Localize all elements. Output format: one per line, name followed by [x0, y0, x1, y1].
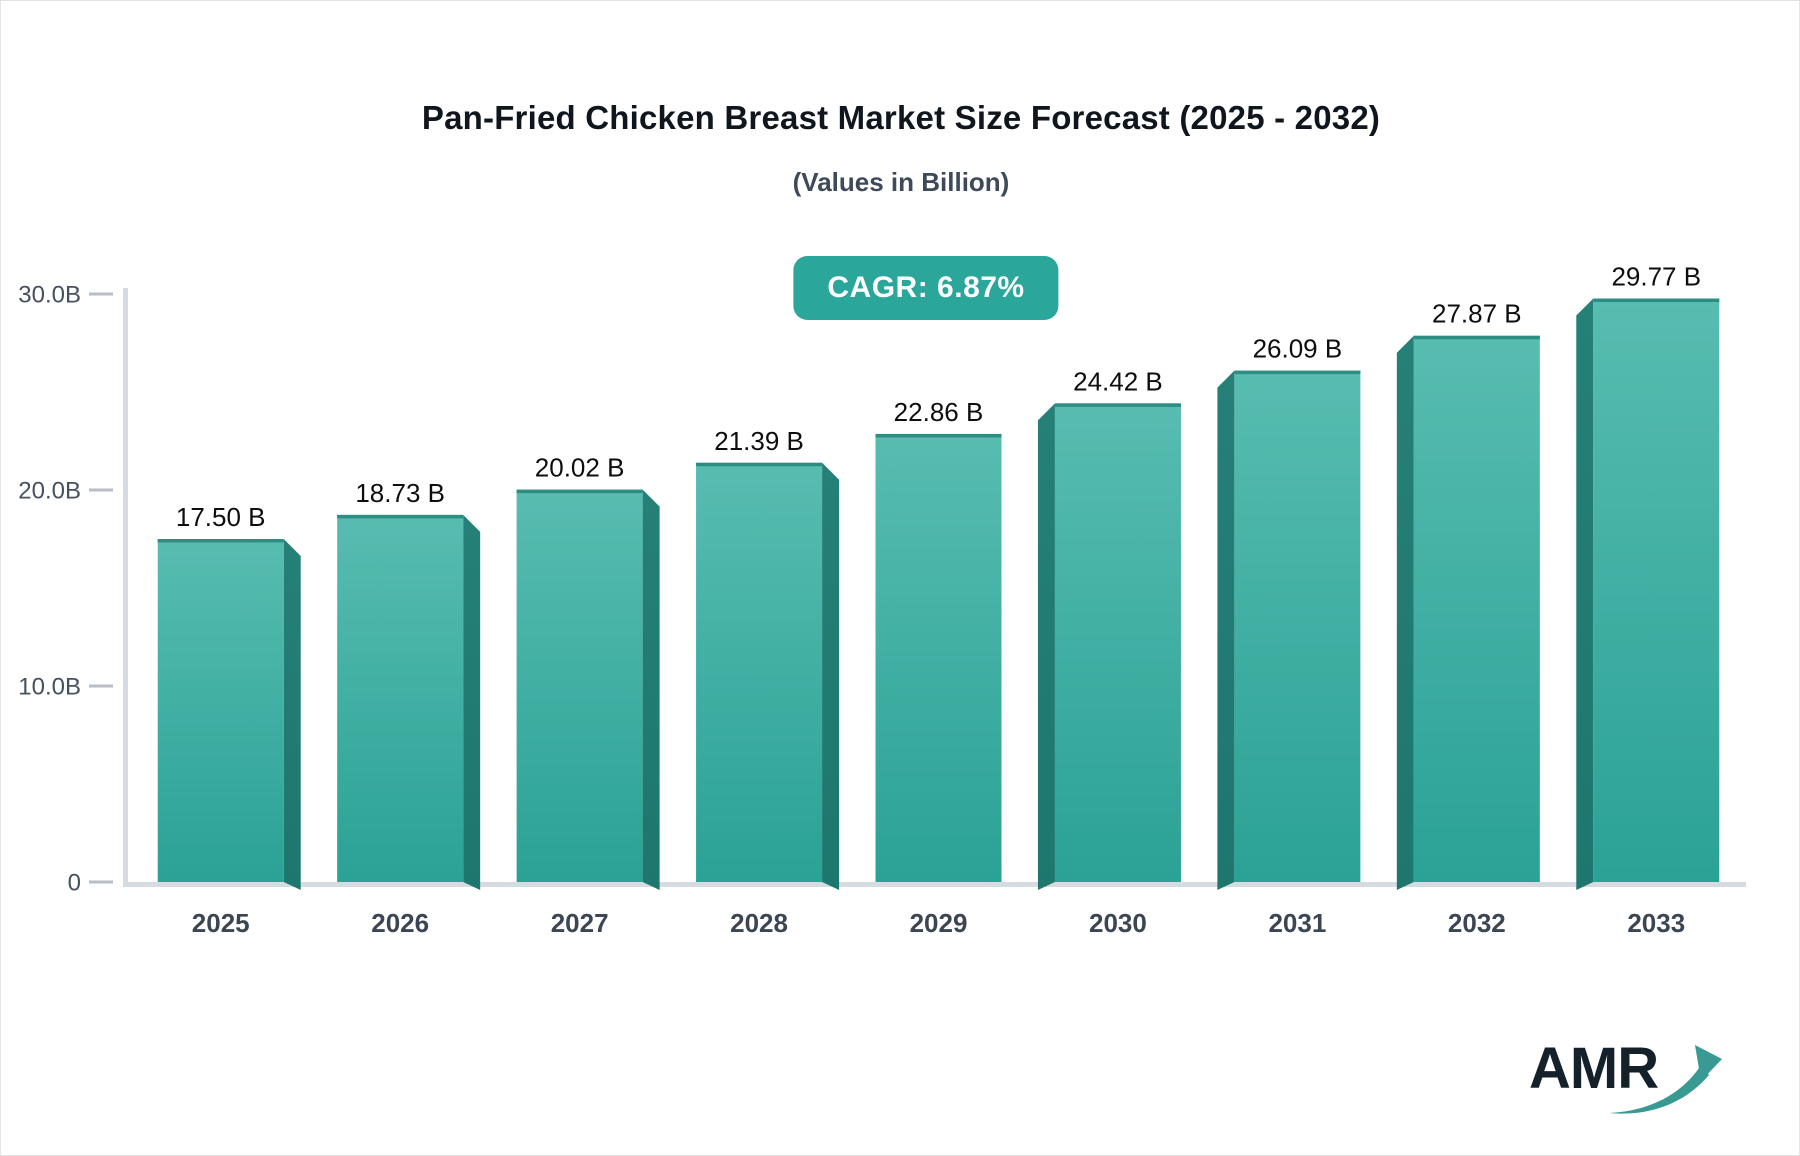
x-axis-label: 2025: [192, 908, 250, 938]
bar-2031: [1234, 370, 1361, 882]
bar-2029: [875, 433, 1002, 882]
y-axis-line: [123, 288, 128, 887]
bar-top-edge-2028: [696, 462, 823, 467]
bar-top-edge-2029: [875, 433, 1002, 438]
y-axis-tick: [89, 488, 113, 492]
x-axis-label: 2030: [1089, 908, 1147, 938]
y-axis-tick: [89, 880, 113, 884]
bar-side-2026: [463, 514, 481, 890]
bar-top-edge-2030: [1054, 403, 1181, 407]
x-axis-label: 2032: [1448, 908, 1506, 938]
y-axis-tick: [89, 684, 113, 688]
bar-top-edge-2026: [337, 514, 464, 519]
bar-side-2028: [822, 462, 840, 890]
cagr-badge: CAGR: 6.87%: [793, 256, 1059, 320]
bar-value-label: 20.02 B: [535, 453, 625, 483]
chart-subtitle: (Values in Billion): [792, 167, 1010, 197]
bar-2028: [696, 462, 823, 882]
x-axis-label: 2026: [371, 908, 429, 938]
bar-side-2033: [1576, 298, 1594, 890]
bar-2026: [337, 514, 464, 882]
bar-value-label: 29.77 B: [1611, 262, 1701, 292]
bar-2027: [516, 489, 643, 882]
bar-value-label: 27.87 B: [1432, 299, 1522, 329]
bar-side-2030: [1037, 403, 1055, 890]
x-axis-label: 2027: [551, 908, 609, 938]
bar-value-label: 24.42 B: [1073, 366, 1163, 396]
x-axis-label: 2029: [910, 908, 968, 938]
bar-value-label: 26.09 B: [1253, 334, 1343, 364]
x-axis-label: 2031: [1268, 908, 1326, 938]
bar-top-edge-2033: [1593, 298, 1720, 303]
y-axis-label: 0: [68, 870, 81, 897]
bar-2032: [1413, 335, 1540, 882]
bar-top-edge-2025: [157, 539, 284, 543]
bar-side-2032: [1396, 335, 1414, 890]
bar-2033: [1593, 298, 1720, 882]
x-axis-line: [123, 882, 1746, 887]
bar-value-label: 21.39 B: [714, 426, 804, 456]
x-axis-label: 2028: [730, 908, 788, 938]
amr-logo-text: AMR: [1529, 1036, 1659, 1101]
y-axis-label: 30.0B: [18, 282, 81, 309]
bar-2030: [1054, 403, 1181, 882]
bar-2025: [157, 539, 284, 882]
y-axis-tick: [89, 292, 113, 296]
bar-side-2025: [283, 539, 301, 890]
growth-arrow-icon: [1609, 1045, 1722, 1114]
bar-value-label: 18.73 B: [355, 478, 445, 508]
bar-value-label: 22.86 B: [894, 397, 984, 427]
cagr-badge-label: CAGR: 6.87%: [827, 271, 1025, 304]
bar-top-edge-2031: [1234, 370, 1361, 375]
bar-value-label: 17.50 B: [176, 502, 266, 532]
bar-top-edge-2032: [1413, 335, 1540, 340]
x-axis-label: 2033: [1627, 908, 1685, 938]
bar-top-edge-2027: [516, 489, 643, 494]
chart-title: Pan-Fried Chicken Breast Market Size For…: [421, 99, 1381, 136]
bar-side-2031: [1217, 370, 1235, 890]
bar-side-2027: [642, 489, 660, 890]
amr-logo: AMR: [1529, 1036, 1722, 1127]
y-axis-label: 10.0B: [18, 674, 81, 701]
y-axis-label: 20.0B: [18, 478, 81, 505]
